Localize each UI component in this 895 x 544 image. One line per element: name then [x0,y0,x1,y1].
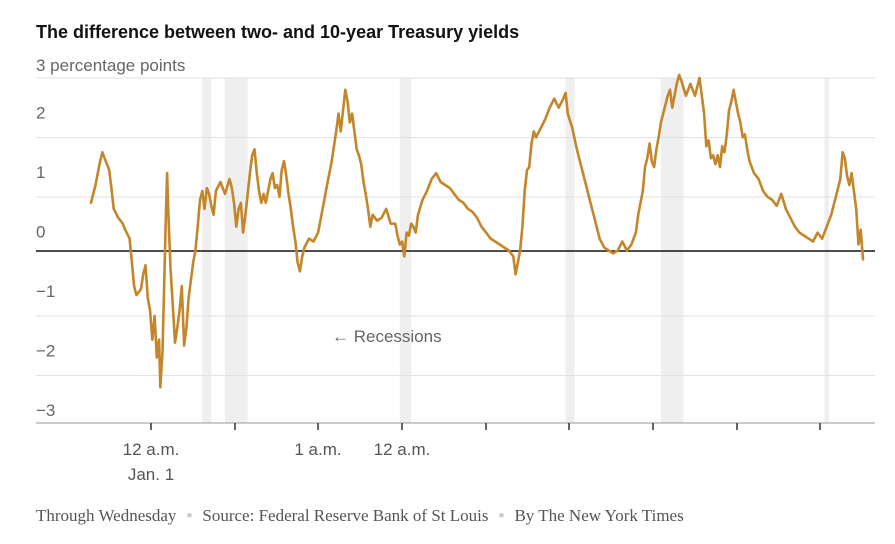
y-tick-label: 1 [36,163,45,182]
x-axis-ticks [150,423,821,430]
footer-note: Through Wednesday [36,506,177,525]
y-tick-label: 0 [36,223,45,242]
chart-title: The difference between two- and 10-year … [36,22,520,42]
gridlines [36,77,875,376]
x-tick-label-jan-1: Jan. 1 [128,465,174,484]
y-tick-label: −3 [36,401,55,420]
chart-footer: Through Wednesday • Source: Federal Reserv… [36,506,684,526]
y-tick-label: −1 [36,282,55,301]
y-axis-units-label: 3 percentage points [36,56,186,75]
x-tick-label-12am-jan1: 12 a.m. [123,440,180,459]
y-axis-tick-labels: 2 1 0 −1 −2 −3 [36,104,55,421]
footer-byline: By The New York Times [514,506,684,525]
footer-source: Source: Federal Reserve Bank of St Louis [202,506,489,525]
footer-separator: • [498,506,505,525]
x-tick-label-12am: 12 a.m. [374,440,431,459]
yield-spread-line [89,73,865,389]
footer-separator: • [186,506,193,525]
y-tick-label: 2 [36,104,45,123]
recessions-annotation: ← Recessions [332,327,442,346]
y-tick-label: −2 [36,342,55,361]
x-tick-label-1am: 1 a.m. [294,440,341,459]
